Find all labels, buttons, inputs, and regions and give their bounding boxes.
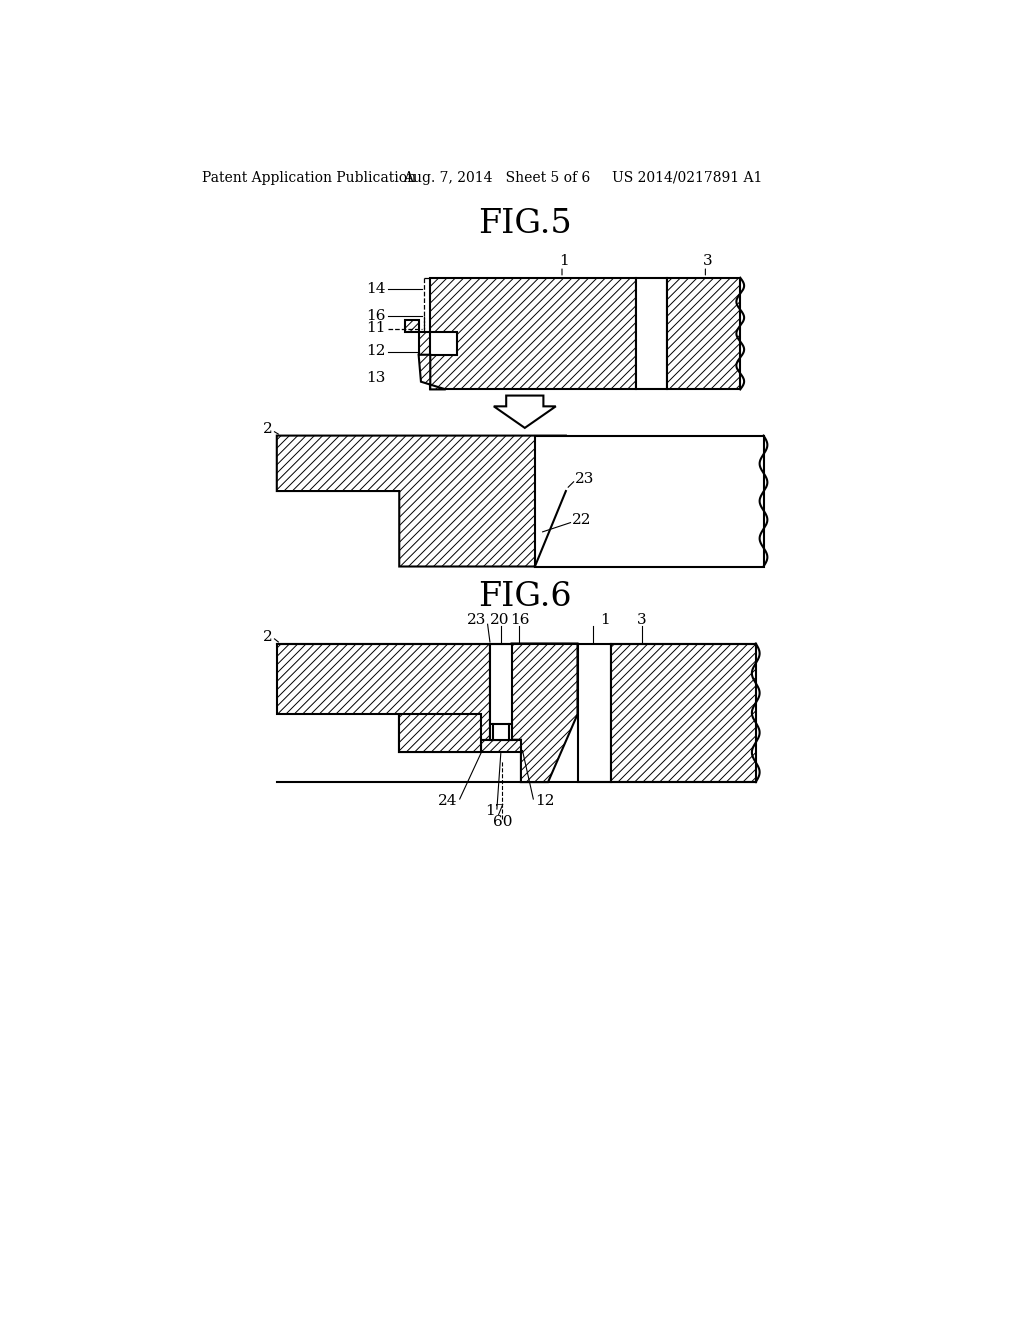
Text: 16: 16 [366,309,385,323]
Bar [611,644,756,781]
Text: 12: 12 [366,345,385,358]
Polygon shape [406,321,430,355]
Bar [636,277,667,389]
Text: 3: 3 [637,614,646,627]
Text: 23: 23 [467,614,486,627]
Polygon shape [399,714,480,752]
Text: 22: 22 [572,513,592,527]
Text: 23: 23 [575,473,595,487]
Text: Patent Application Publication: Patent Application Publication [202,170,416,185]
Text: 2: 2 [263,422,273,437]
Text: FIG.5: FIG.5 [478,207,571,240]
Polygon shape [480,739,521,752]
Text: 24: 24 [438,795,458,808]
Text: 3: 3 [702,253,713,268]
Text: 1: 1 [600,614,610,627]
Text: 11: 11 [366,321,385,335]
Polygon shape [430,277,636,389]
Bar [489,644,512,739]
Text: 13: 13 [366,371,385,385]
Text: 14: 14 [366,282,385,296]
Polygon shape [512,644,578,781]
Polygon shape [419,355,445,389]
Text: 12: 12 [535,795,554,808]
Text: 20: 20 [489,614,509,627]
Text: 60: 60 [493,816,512,829]
Text: 1: 1 [559,253,568,268]
Text: 17: 17 [485,804,504,818]
Text: Aug. 7, 2014   Sheet 5 of 6: Aug. 7, 2014 Sheet 5 of 6 [403,170,591,185]
Text: 16: 16 [510,614,529,627]
Text: 2: 2 [263,631,273,644]
Text: US 2014/0217891 A1: US 2014/0217891 A1 [612,170,763,185]
Bar [578,644,611,781]
Polygon shape [494,396,556,428]
Text: FIG.6: FIG.6 [478,581,571,614]
Polygon shape [276,436,566,566]
Bar [535,436,764,566]
Polygon shape [276,644,489,752]
Bar [667,277,740,389]
